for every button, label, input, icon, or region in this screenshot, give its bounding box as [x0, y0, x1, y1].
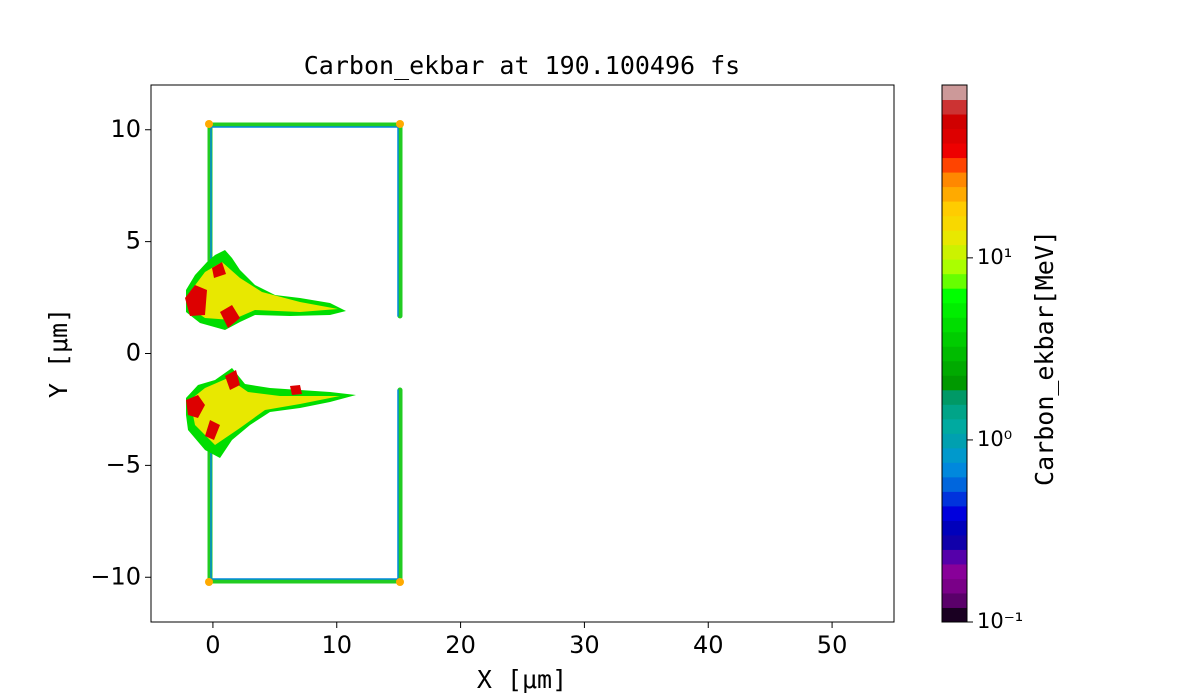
colorbar-band — [942, 244, 967, 260]
y-axis-label: Y [μm] — [44, 308, 73, 398]
colorbar-band — [942, 302, 967, 318]
y-tick-label: −10 — [90, 562, 141, 590]
field-plot — [185, 120, 404, 586]
colorbar-band — [942, 360, 967, 376]
colorbar-band — [942, 462, 967, 478]
x-tick-label: 0 — [205, 631, 220, 659]
colorbar-band — [942, 476, 967, 492]
colorbar-band — [942, 563, 967, 579]
colorbar-band — [942, 99, 967, 115]
colorbar-band — [942, 317, 967, 333]
colorbar-band — [942, 346, 967, 362]
colorbar-label: Carbon_ekbar[MeV] — [1030, 230, 1059, 486]
x-tick-label: 40 — [693, 631, 724, 659]
colorbar-tick-label: 10¹ — [977, 245, 1012, 269]
x-tick-label: 20 — [445, 631, 476, 659]
colorbar-band — [942, 186, 967, 202]
colorbar-band — [942, 128, 967, 144]
colorbar-tick-label: 10⁰ — [977, 427, 1012, 451]
plot-frame — [150, 84, 895, 623]
colorbar-band — [942, 172, 967, 188]
y-tick-label: −5 — [106, 450, 141, 478]
colorbar-band — [942, 520, 967, 536]
colorbar-band — [942, 157, 967, 173]
colorbar-band — [942, 592, 967, 608]
colorbar-band — [942, 549, 967, 565]
target-frame — [205, 120, 404, 586]
colorbar-band — [942, 201, 967, 217]
colorbar-band — [942, 331, 967, 347]
colorbar-band — [942, 85, 967, 101]
colorbar-band — [942, 143, 967, 159]
y-tick-label: 10 — [110, 115, 141, 143]
x-tick-label: 30 — [569, 631, 600, 659]
colorbar-band — [942, 578, 967, 594]
colorbar-band — [942, 447, 967, 463]
colorbar-band — [942, 491, 967, 507]
x-axis-label: X [μm] — [477, 665, 567, 694]
colorbar-band — [942, 404, 967, 420]
colorbar-band — [942, 607, 967, 623]
colorbar-band — [942, 433, 967, 449]
y-tick-label: 5 — [126, 227, 141, 255]
colorbar-band — [942, 389, 967, 405]
y-tick-label: 0 — [126, 339, 141, 367]
colorbar-band — [942, 114, 967, 130]
colorbar-band — [942, 259, 967, 275]
colorbar-band — [942, 288, 967, 304]
chart-title: Carbon_ekbar at 190.100496 fs — [304, 51, 741, 80]
x-tick-label: 50 — [817, 631, 848, 659]
upper-plume — [185, 250, 346, 330]
colorbar-band — [942, 273, 967, 289]
colorbar-band — [942, 418, 967, 434]
x-tick-label: 10 — [321, 631, 352, 659]
colorbar-band — [942, 505, 967, 521]
colorbar-tick-label: 10⁻¹ — [977, 609, 1023, 633]
colorbar-band — [942, 534, 967, 550]
lower-plume — [186, 368, 356, 458]
colorbar-band — [942, 215, 967, 231]
colorbar-band — [942, 230, 967, 246]
colorbar-band — [942, 375, 967, 391]
colorbar-frame — [941, 84, 968, 623]
